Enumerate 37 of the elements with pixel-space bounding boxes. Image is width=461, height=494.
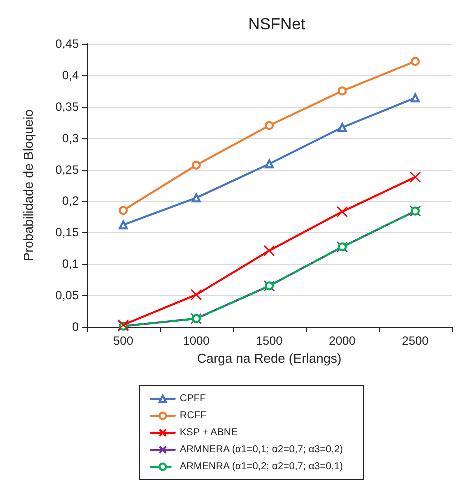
y-axis-title: Probabilidade de Bloqueio xyxy=(21,110,36,262)
y-tick-label: 0 xyxy=(72,320,80,334)
x-tick-label: 500 xyxy=(113,334,134,348)
y-tick-label: 0,3 xyxy=(62,131,80,146)
x-axis-title: Carga na Rede (Erlangs) xyxy=(197,350,342,366)
y-tick-label: 0,35 xyxy=(56,100,80,114)
y-tick-label: 0,15 xyxy=(56,226,80,240)
legend-label: RCFF xyxy=(180,410,207,422)
point xyxy=(336,206,348,218)
legend-label: ARMNERA (α1=0,1; α2=0,7; α3=0,2) xyxy=(180,444,344,456)
point xyxy=(265,121,274,130)
legend-label: ARMENRA (α1=0,2; α2=0,7; α3=0,1) xyxy=(180,462,344,472)
point xyxy=(411,94,420,103)
y-tick-label: 0,25 xyxy=(56,162,80,177)
point xyxy=(119,206,128,216)
point xyxy=(410,172,422,183)
point xyxy=(264,245,276,257)
x-tick-label: 2000 xyxy=(329,334,356,348)
y-tick-label: 0,45 xyxy=(56,37,80,51)
x-tick-label: 1500 xyxy=(256,334,284,348)
point xyxy=(265,160,274,169)
legend-label: KSP + ABNE xyxy=(180,428,238,438)
legend-label: CPFF xyxy=(180,394,206,404)
point xyxy=(119,220,128,230)
y-tick-label: 0,05 xyxy=(56,288,80,303)
point xyxy=(338,123,347,132)
point xyxy=(192,160,201,170)
y-tick-label: 0,4 xyxy=(62,68,80,82)
point xyxy=(411,57,420,66)
point xyxy=(190,289,202,301)
point xyxy=(192,194,201,203)
chart-title: NSFNet xyxy=(248,16,306,34)
y-tick-label: 0,2 xyxy=(62,194,80,208)
x-tick-label: 1000 xyxy=(183,334,210,348)
x-tick-label: 2500 xyxy=(402,334,430,348)
point xyxy=(338,86,347,96)
y-tick-label: 0,1 xyxy=(62,257,80,272)
